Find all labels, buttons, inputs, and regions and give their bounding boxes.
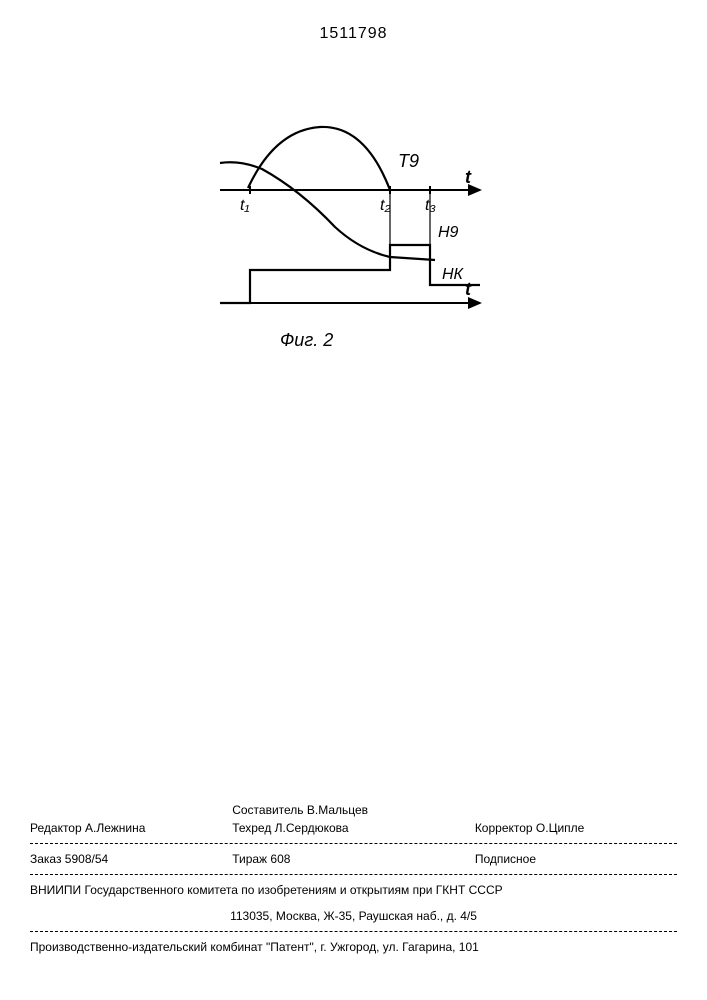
figure-svg: t₁ t₂ t₃ t Т9 t Н9 НК [180, 75, 510, 325]
label-T9: Т9 [398, 151, 419, 171]
address-line: 113035, Москва, Ж-35, Раушская наб., д. … [30, 903, 677, 929]
tech-credit: Техред Л.Сердюкова [232, 819, 475, 837]
figure-caption: Фиг. 2 [280, 330, 333, 351]
label-H9: Н9 [438, 224, 459, 241]
imprint-footer: Редактор А.Лежнина Составитель В.Мальцев… [30, 797, 677, 960]
publisher-line: Производственно-издательский комбинат "П… [30, 934, 677, 960]
subscription: Подписное [475, 850, 677, 868]
bottom-axis-label: t [465, 279, 472, 299]
divider [30, 843, 677, 844]
label-t1: t₁ [240, 197, 250, 214]
editor-credit: Редактор А.Лежнина [30, 801, 232, 837]
corrector-credit: Корректор О.Ципле [475, 801, 677, 837]
order-number: Заказ 5908/54 [30, 850, 232, 868]
label-t2: t₂ [380, 197, 391, 214]
figure-2: t₁ t₂ t₃ t Т9 t Н9 НК [180, 75, 510, 330]
page-number: 1511798 [0, 25, 707, 43]
author-credit: Составитель В.Мальцев [232, 801, 475, 819]
divider [30, 931, 677, 932]
step-waveform [220, 245, 480, 303]
org-line: ВНИИПИ Государственного комитета по изоб… [30, 877, 677, 903]
divider [30, 874, 677, 875]
print-run: Тираж 608 [232, 850, 475, 868]
label-HK: НК [442, 266, 465, 283]
top-axis-label: t [465, 167, 472, 187]
curve-bump [248, 127, 390, 190]
